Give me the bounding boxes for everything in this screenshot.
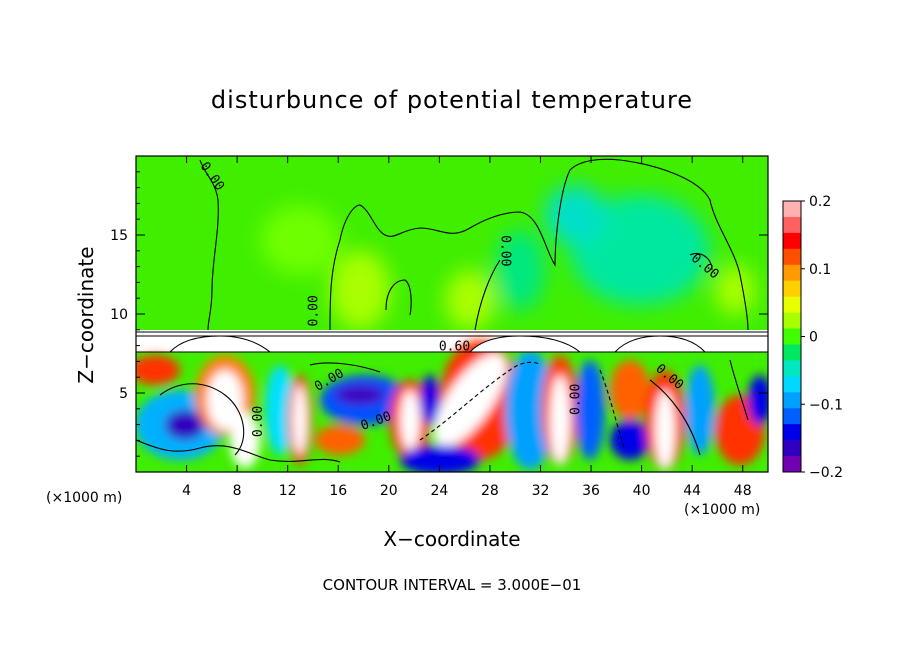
contour-line — [649, 379, 701, 456]
warm-patch — [260, 205, 340, 275]
colorbar-segment — [783, 328, 801, 345]
cold-core — [748, 375, 768, 425]
y-tick-label: 5 — [119, 386, 128, 402]
colorbar-segment — [783, 201, 801, 218]
contour-label: 0.00 — [307, 295, 322, 326]
colorbar-segment — [783, 376, 801, 393]
colorbar-segment — [783, 280, 801, 298]
x-tick-label: 36 — [582, 483, 600, 499]
x-axis-label: X−coordinate — [383, 527, 521, 551]
colorbar-segment — [783, 440, 801, 457]
contour-line — [385, 279, 412, 316]
cool-patch — [685, 365, 715, 455]
x-tick-label: 28 — [481, 483, 499, 499]
contour-line — [199, 159, 219, 331]
x-tick-label: 44 — [683, 483, 701, 499]
contour-label: 0.00 — [498, 235, 513, 266]
warm-patch — [610, 360, 650, 420]
contour-label: 0.60 — [439, 340, 470, 355]
warm-patch — [315, 425, 365, 455]
x-tick-label: 4 — [182, 483, 191, 499]
colorbar-segment — [783, 312, 801, 330]
cool-patch — [545, 185, 605, 245]
hot-core — [207, 370, 243, 430]
warm-patch — [445, 270, 495, 330]
y-tick-label: 10 — [110, 307, 128, 323]
contour-line — [136, 439, 341, 463]
contour-line — [159, 383, 245, 456]
colorbar-segment — [783, 392, 801, 409]
x-tick-label: 48 — [734, 483, 752, 499]
contour-line — [729, 359, 749, 421]
contour-line-negative — [599, 369, 626, 451]
cool-patch — [495, 230, 545, 310]
contour-line-negative — [419, 361, 541, 441]
x-unit-right: (×1000 m) — [684, 502, 761, 518]
colorbar-segment — [783, 344, 801, 361]
x-unit-left: (×1000 m) — [46, 490, 123, 506]
warm-patch — [330, 250, 390, 330]
cold-core — [400, 445, 480, 472]
warm-patch — [715, 265, 755, 315]
x-axis-ticks: 4 8 12 16 20 24 28 32 36 40 44 48 — [182, 156, 752, 499]
x-tick-label: 8 — [233, 483, 242, 499]
y-tick-label: 15 — [110, 228, 128, 244]
warm-patch — [136, 355, 180, 385]
x-tick-label: 24 — [430, 483, 448, 499]
colorbar-tick-label: 0.1 — [809, 262, 831, 278]
colorbar-tick-label: 0.2 — [809, 194, 831, 210]
y-axis-ticks: 5 10 15 — [110, 171, 768, 457]
cool-patch — [505, 350, 555, 470]
cold-core — [420, 375, 440, 425]
cool-patch — [265, 365, 295, 455]
contour-line — [309, 362, 381, 373]
colorbar-tick-label: −0.2 — [809, 465, 843, 481]
colorbar-tick-label: −0.1 — [809, 397, 843, 413]
colorbar-segment — [783, 424, 801, 441]
x-tick-label: 16 — [329, 483, 347, 499]
hot-core — [433, 353, 507, 447]
temperature-field: 0.000.000.00 0.000.000.000.000.000.000.60 — [136, 156, 768, 472]
x-tick-label: 20 — [380, 483, 398, 499]
cold-core — [165, 410, 205, 440]
contour-line — [329, 158, 749, 331]
x-tick-label: 40 — [633, 483, 651, 499]
colorbar-tick-label: 0 — [809, 330, 818, 346]
hot-core — [400, 390, 420, 450]
cold-core — [610, 420, 650, 460]
cool-patch — [570, 195, 710, 305]
contour-interval-note: CONTOUR INTERVAL = 3.000E−01 — [322, 576, 582, 594]
cold-core — [335, 385, 385, 405]
colorbar-segment — [783, 232, 801, 250]
hot-core — [655, 390, 675, 470]
colorbar-segment — [783, 360, 801, 377]
colorbar-segment — [783, 216, 801, 234]
colorbar-segment — [783, 248, 801, 266]
chart-title: disturbunce of potential temperature — [210, 86, 694, 114]
contour-line — [474, 259, 501, 331]
contour-lines — [136, 158, 768, 463]
colorbar-segment — [783, 296, 801, 314]
cool-patch — [575, 360, 605, 460]
contour-line — [689, 252, 713, 271]
x-tick-label: 32 — [532, 483, 550, 499]
colorbar-segment — [783, 456, 801, 473]
contour-label: 0.00 — [568, 384, 583, 415]
x-tick-label: 12 — [279, 483, 297, 499]
colorbar: 0.2 0.1 0 −0.1 −0.2 — [782, 194, 843, 481]
contour-label: 0.00 — [251, 406, 266, 437]
colorbar-segment — [783, 264, 801, 282]
hot-core — [550, 375, 570, 465]
colorbar-segment — [783, 408, 801, 425]
hot-core — [293, 385, 307, 455]
